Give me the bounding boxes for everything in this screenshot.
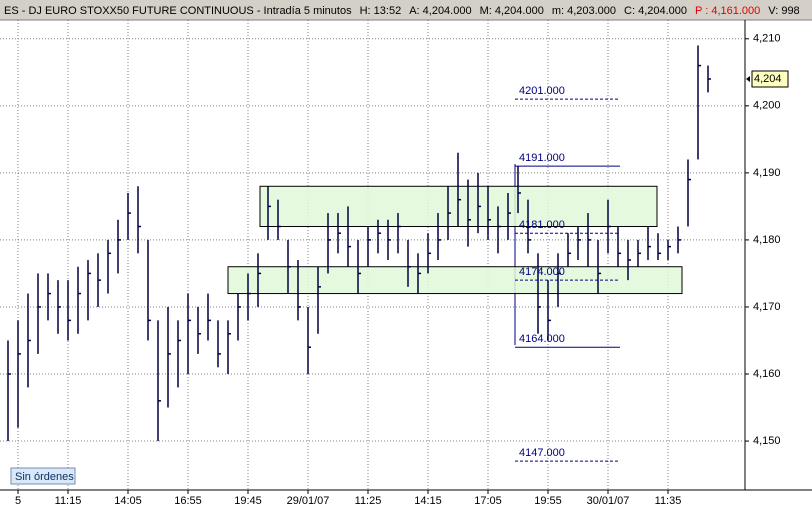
x-tick-label: 19:45: [234, 495, 262, 507]
y-tick-label: 4,210: [753, 33, 781, 45]
y-tick-label: 4,160: [753, 368, 781, 380]
header: ES - DJ EURO STOXX50 FUTURE CONTINUOUS -…: [4, 5, 352, 17]
x-tick-label: 16:55: [174, 495, 202, 507]
button-label[interactable]: Sin órdenes: [15, 471, 74, 483]
last-price-arrow: [746, 76, 750, 83]
y-tick-label: 4,200: [753, 100, 781, 112]
last-price-box: [751, 70, 789, 88]
x-tick-label: 11:25: [355, 495, 382, 507]
header-field: H: 13:52: [360, 5, 402, 17]
x-tick-label: 11:15: [55, 495, 82, 507]
header-field: A: 4,204.000: [409, 5, 471, 17]
x-tick-label: 14:05: [114, 495, 142, 507]
y-tick-label: 4,190: [753, 167, 781, 179]
x-tick-label: 17:05: [474, 495, 502, 507]
header-bar: [0, 0, 812, 20]
chart-title: ES - DJ EURO STOXX50 FUTURE CONTINUOUS -…: [4, 5, 352, 17]
header-field: V: 998: [768, 5, 799, 17]
x-tick-label: 14:15: [414, 495, 442, 507]
x-tick-label: 11:35: [655, 495, 682, 507]
level-label: 4174.000: [519, 266, 565, 278]
button[interactable]: [10, 467, 76, 485]
level-label: 4181.000: [519, 219, 565, 231]
y-tick-label: 4,150: [753, 435, 781, 447]
x-tick-label: 5: [15, 495, 21, 507]
x-tick-label: 19:55: [534, 495, 562, 507]
level-label: 4201.000: [519, 85, 565, 97]
header-field: m: 4,203.000: [552, 5, 616, 17]
zone: [227, 266, 683, 295]
header-field: M: 4,204.000: [480, 5, 544, 17]
y-tick-label: 4,180: [753, 234, 781, 246]
x-tick-label: 29/01/07: [287, 495, 330, 507]
x-tick-label: 30/01/07: [587, 495, 630, 507]
last-price-label: 4,204: [754, 73, 782, 85]
level-label: 4164.000: [519, 333, 565, 345]
y-tick-label: 4,170: [753, 301, 781, 313]
header-field: P : 4,161.000: [695, 5, 760, 17]
header-field: C: 4,204.000: [624, 5, 687, 17]
level-label: 4191.000: [519, 152, 565, 164]
level-label: 4147.000: [519, 447, 565, 459]
